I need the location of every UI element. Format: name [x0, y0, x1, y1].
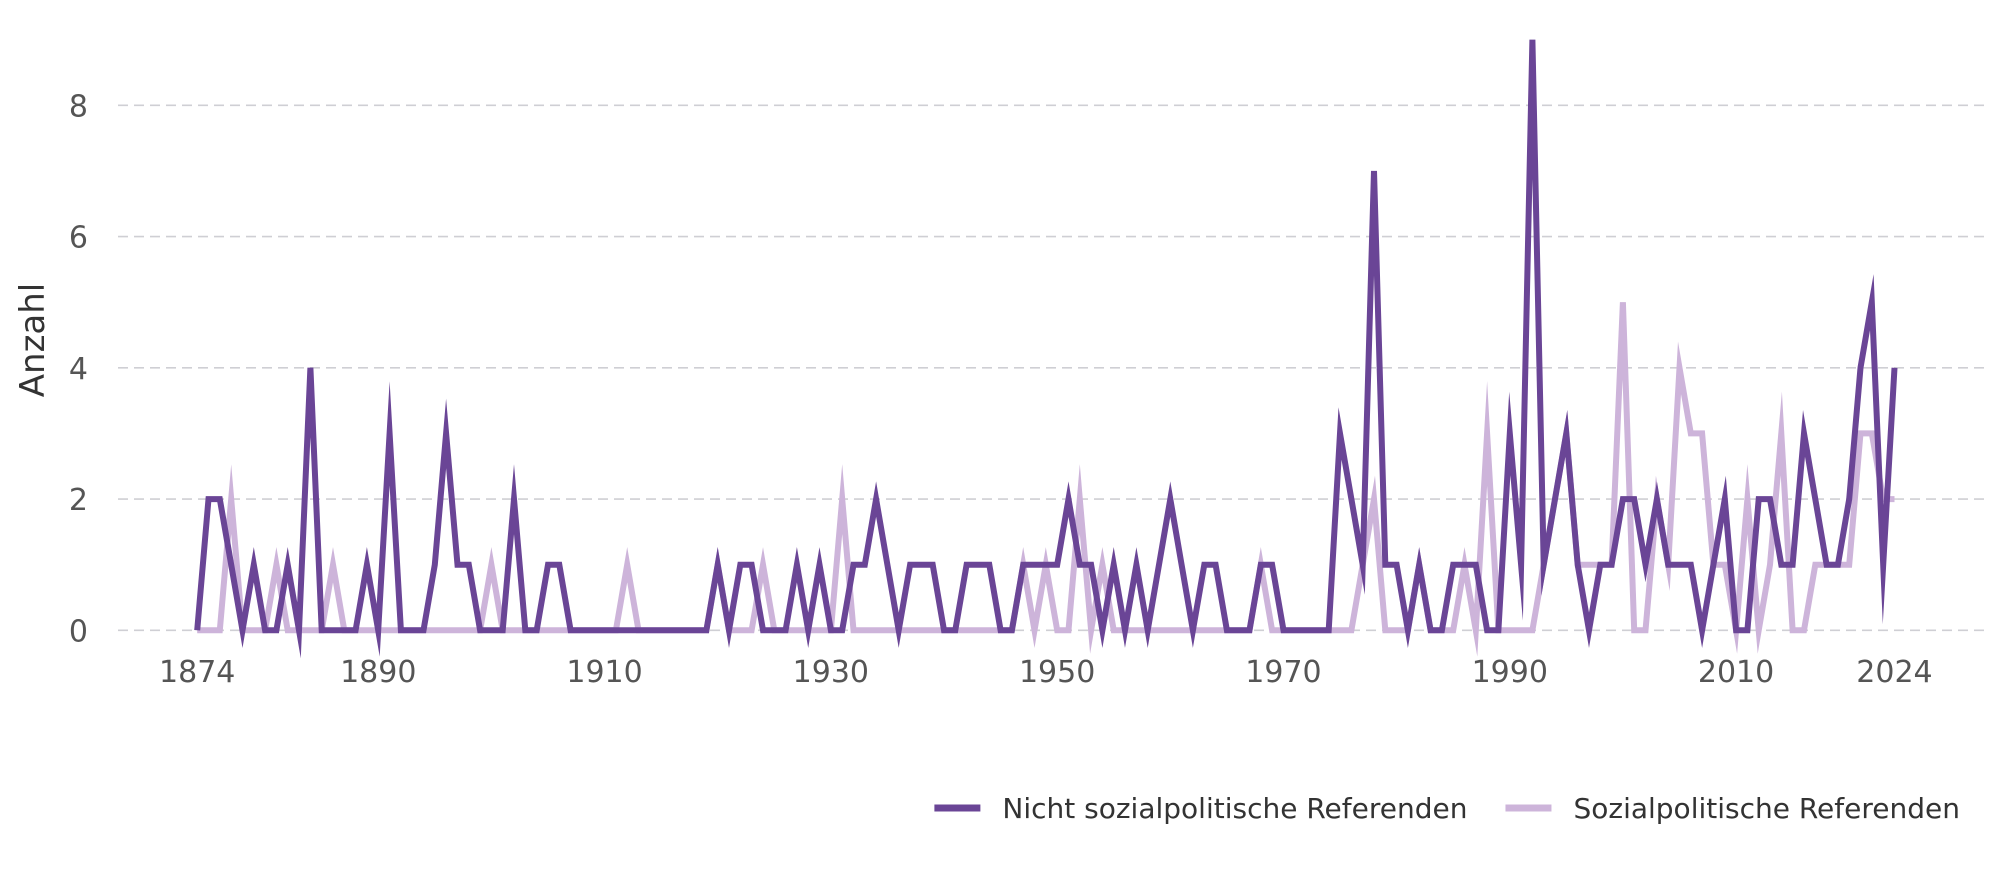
y-tick-label: 2: [69, 483, 88, 518]
y-tick-label: 4: [69, 352, 88, 387]
y-axis-ticks: 0 2 4 6 8: [69, 89, 88, 649]
x-tick-label: 1970: [1245, 655, 1321, 690]
y-axis-title: Anzahl: [13, 283, 53, 397]
legend: Sozialpolitische Referenden Nicht sozialp…: [934, 792, 1960, 825]
y-tick-label: 8: [69, 89, 88, 124]
x-tick-label: 1930: [793, 655, 869, 690]
x-tick-label: 2010: [1698, 655, 1774, 690]
y-tick-label: 0: [69, 614, 88, 649]
series-line-0: [194, 39, 1898, 659]
x-axis-ticks: 1874 1890 1910 1930 1950 1970 1990 2010 2024: [159, 655, 1933, 690]
series-lines: [194, 39, 1898, 659]
legend-label: Sozialpolitische Referenden: [1573, 792, 1960, 825]
x-tick-label: 1874: [159, 655, 235, 690]
x-tick-label: 1910: [566, 655, 642, 690]
x-tick-label: 1890: [340, 655, 416, 690]
x-tick-label: 2024: [1856, 655, 1932, 690]
y-tick-label: 6: [69, 221, 88, 256]
x-tick-label: 1950: [1019, 655, 1095, 690]
legend-label: Nicht sozialpolitische Referenden: [1002, 792, 1467, 825]
x-tick-label: 1990: [1472, 655, 1548, 690]
